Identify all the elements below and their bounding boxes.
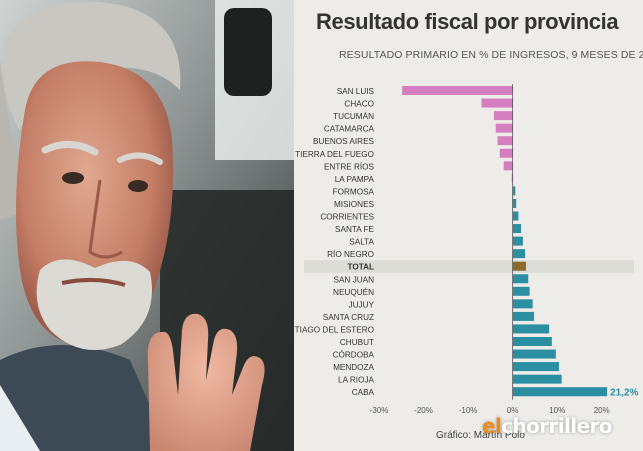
category-label: CHUBUT — [340, 338, 374, 347]
portrait-photo — [0, 0, 294, 451]
bar — [512, 224, 522, 234]
bar — [495, 123, 513, 133]
x-tick-label: -30% — [370, 406, 389, 415]
category-label: CORRIENTES — [320, 213, 374, 222]
data-label: 21,2% — [610, 388, 638, 399]
x-tick-label: 20% — [594, 406, 610, 415]
bar — [512, 249, 526, 259]
category-label: SALTA — [349, 238, 374, 247]
man-portrait-icon — [0, 0, 294, 451]
category-label: JUJUY — [349, 300, 375, 309]
bar — [512, 299, 533, 309]
x-tick-label: 10% — [549, 406, 565, 415]
chart-title: Resultado fiscal por provincia — [316, 9, 619, 34]
bar — [512, 198, 517, 208]
bar — [512, 261, 526, 271]
category-label: CHACO — [344, 100, 374, 109]
bar — [512, 374, 562, 384]
x-tick-label: -20% — [414, 406, 433, 415]
category-label: CABA — [352, 388, 375, 397]
bar — [499, 148, 513, 158]
bar — [512, 324, 550, 334]
chart-credit: Gráfico: Martín Polo — [436, 430, 525, 441]
category-label: MENDOZA — [333, 363, 374, 372]
total-row-highlight — [304, 260, 634, 273]
category-label: NEUQUÉN — [333, 287, 374, 297]
rear-mirror — [224, 8, 272, 96]
category-label: CÓRDOBA — [333, 350, 375, 360]
category-label: TIERRA DEL FUEGO — [295, 150, 374, 159]
bar-chart: SAN LUIS CHACO TUCUMÁN CATAMARCA BUENOS AIRE… — [294, 84, 639, 415]
bar — [481, 98, 513, 108]
bar — [497, 136, 513, 146]
category-label: RÍO NEGRO — [327, 249, 374, 259]
category-label: TOTAL — [347, 263, 374, 272]
category-label: FORMOSA — [333, 187, 375, 196]
category-label: TUCUMÁN — [333, 111, 374, 121]
category-label: LA PAMPA — [335, 175, 375, 184]
category-label: SANTA CRUZ — [323, 313, 374, 322]
watermark-logo: elchorrillero — [482, 414, 613, 438]
category-label: CATAMARCA — [324, 125, 375, 134]
category-label: SANTIAGO DEL ESTERO — [294, 325, 374, 334]
chart-panel: Resultado fiscal por provincia RESULTADO… — [294, 0, 643, 451]
bar — [512, 362, 559, 372]
category-label: LA RIOJA — [338, 376, 374, 385]
bar — [511, 173, 513, 183]
bar — [512, 337, 552, 346]
category-label: SAN LUIS — [337, 87, 375, 96]
x-tick-label: 0% — [507, 406, 519, 415]
category-label: MISIONES — [334, 200, 375, 209]
chart-subtitle: RESULTADO PRIMARIO EN % DE INGRESOS, 9 M… — [339, 49, 643, 61]
category-label: SANTA FE — [335, 225, 375, 234]
bar — [402, 86, 513, 95]
bar — [512, 349, 556, 359]
category-label: ENTRE RÍOS — [324, 161, 375, 171]
bar — [512, 236, 523, 246]
bar — [493, 111, 513, 121]
bar — [512, 311, 535, 321]
bar — [512, 186, 516, 196]
bar — [503, 161, 513, 171]
x-tick-label: -10% — [459, 406, 478, 415]
category-label: BUENOS AIRES — [313, 137, 375, 146]
bar — [512, 286, 530, 296]
bar — [512, 211, 519, 221]
bar — [512, 274, 529, 284]
bar — [512, 387, 608, 397]
category-label: SAN JUAN — [334, 275, 375, 284]
